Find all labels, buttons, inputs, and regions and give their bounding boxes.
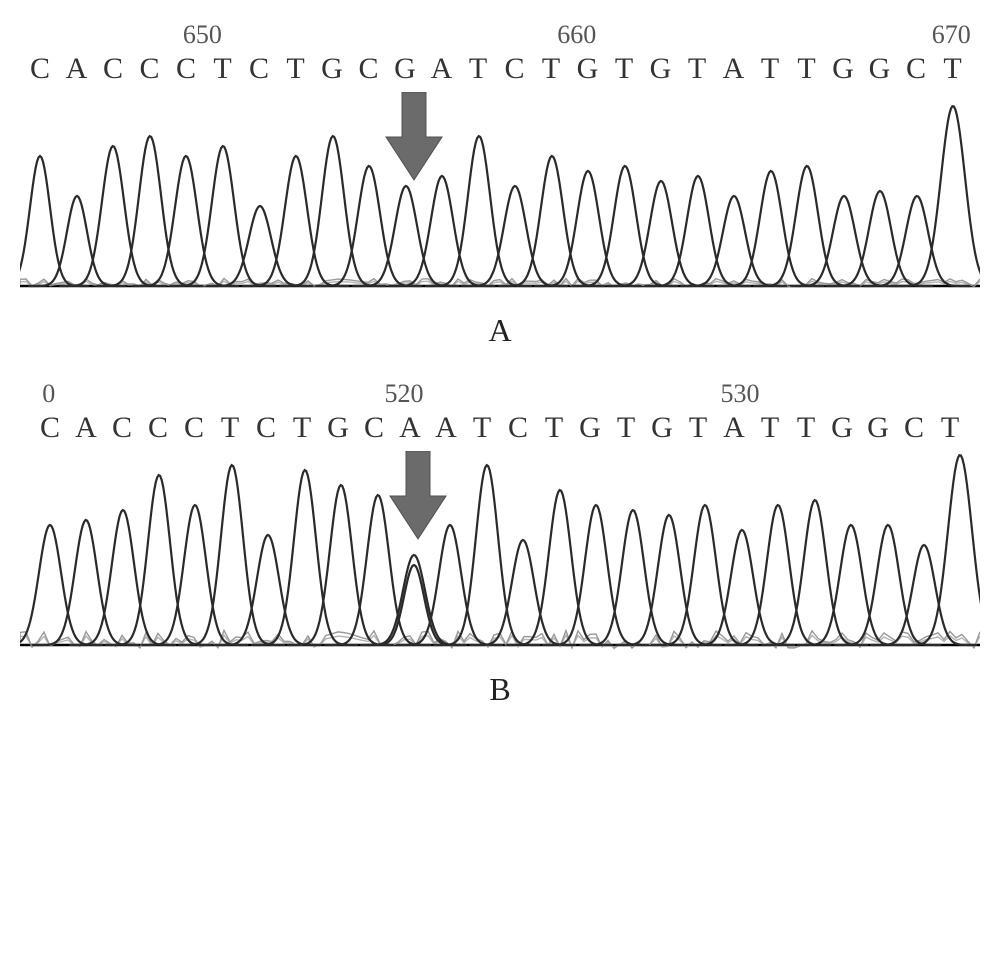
base-C: C <box>249 52 269 86</box>
chromatogram-a <box>20 86 980 306</box>
base-C: C <box>176 52 196 86</box>
base-A: A <box>66 52 88 86</box>
base-G: G <box>327 411 349 445</box>
ruler-tick: 670 <box>932 20 971 50</box>
base-T: T <box>615 52 633 86</box>
base-C: C <box>30 52 50 86</box>
base-C: C <box>148 411 168 445</box>
base-G: G <box>869 52 891 86</box>
base-A: A <box>431 52 453 86</box>
sequence-a: CACCCTCTGCGATCTGTGTATTGGCT <box>20 52 980 86</box>
base-C: C <box>364 411 384 445</box>
panel-a-label: A <box>20 312 980 349</box>
ruler-tick: 0 <box>42 379 55 409</box>
base-T: T <box>761 411 779 445</box>
base-A: A <box>723 411 745 445</box>
chromatogram-b <box>20 445 980 665</box>
base-T: T <box>688 52 706 86</box>
base-G: G <box>321 52 343 86</box>
base-C: C <box>139 52 159 86</box>
base-C: C <box>40 411 60 445</box>
ruler-tick: 650 <box>183 20 222 50</box>
base-C: C <box>904 411 924 445</box>
base-G: G <box>650 52 672 86</box>
base-G: G <box>577 52 599 86</box>
ruler-tick: 520 <box>385 379 424 409</box>
base-T: T <box>221 411 239 445</box>
ruler-tick: 660 <box>557 20 596 50</box>
ruler-tick: 530 <box>721 379 760 409</box>
base-T: T <box>797 411 815 445</box>
base-A: A <box>75 411 97 445</box>
base-C: C <box>906 52 926 86</box>
base-G: G <box>832 52 854 86</box>
base-T: T <box>761 52 779 86</box>
sequence-b: CACCCTCTGCAATCTGTGTATTGGCT <box>20 411 980 445</box>
base-G: G <box>651 411 673 445</box>
base-C: C <box>103 52 123 86</box>
base-T: T <box>689 411 707 445</box>
base-T: T <box>286 52 304 86</box>
base-C: C <box>358 52 378 86</box>
ruler-a: 650 660 670 <box>20 20 980 50</box>
base-T: T <box>469 52 487 86</box>
base-C: C <box>112 411 132 445</box>
base-A: A <box>723 52 745 86</box>
base-T: T <box>943 52 961 86</box>
base-T: T <box>293 411 311 445</box>
base-G: G <box>579 411 601 445</box>
base-G: G <box>831 411 853 445</box>
base-C: C <box>508 411 528 445</box>
panel-b-label: B <box>20 671 980 708</box>
base-T: T <box>617 411 635 445</box>
base-T: T <box>213 52 231 86</box>
base-A: A <box>399 411 421 445</box>
panel-b: 0520530 CACCCTCTGCAATCTGTGTATTGGCT B <box>20 379 980 708</box>
base-G: G <box>394 52 416 86</box>
base-T: T <box>941 411 959 445</box>
base-T: T <box>545 411 563 445</box>
ruler-b: 0 520 530 <box>20 379 980 409</box>
base-T: T <box>797 52 815 86</box>
base-T: T <box>542 52 560 86</box>
panel-a: 650660670 CACCCTCTGCGATCTGTGTATTGGCT A <box>20 20 980 349</box>
base-T: T <box>473 411 491 445</box>
base-C: C <box>256 411 276 445</box>
base-C: C <box>504 52 524 86</box>
base-G: G <box>867 411 889 445</box>
base-A: A <box>435 411 457 445</box>
base-C: C <box>184 411 204 445</box>
